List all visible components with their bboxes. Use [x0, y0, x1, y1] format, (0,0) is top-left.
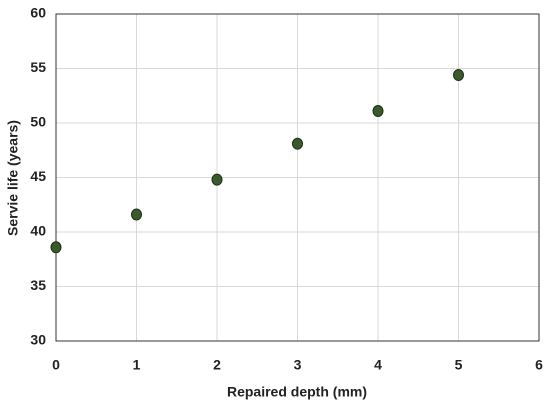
- y-axis-title: Servie life (years): [5, 120, 21, 236]
- x-tick-label: 2: [213, 357, 221, 373]
- x-tick-label: 1: [133, 357, 141, 373]
- point: [453, 69, 464, 82]
- point: [372, 105, 384, 118]
- y-tick-label: 45: [30, 168, 46, 184]
- point: [211, 173, 223, 186]
- y-tick-label: 55: [30, 59, 46, 75]
- y-tick-label: 50: [30, 114, 46, 130]
- y-tick-label: 40: [30, 223, 46, 239]
- plot-frame: [55, 13, 540, 342]
- x-tick-label: 3: [294, 357, 302, 373]
- x-axis-title: Repaired depth (mm): [227, 384, 367, 400]
- x-tick-label: 4: [374, 357, 382, 373]
- x-tick-label: 6: [535, 357, 543, 373]
- y-tick-label: 60: [30, 5, 46, 21]
- y-tick-label: 30: [30, 332, 46, 348]
- x-tick-label: 0: [52, 357, 60, 373]
- point: [131, 208, 142, 221]
- point: [292, 137, 303, 150]
- x-tick-label: 5: [455, 357, 463, 373]
- point: [50, 241, 62, 254]
- y-tick-label: 35: [30, 277, 46, 293]
